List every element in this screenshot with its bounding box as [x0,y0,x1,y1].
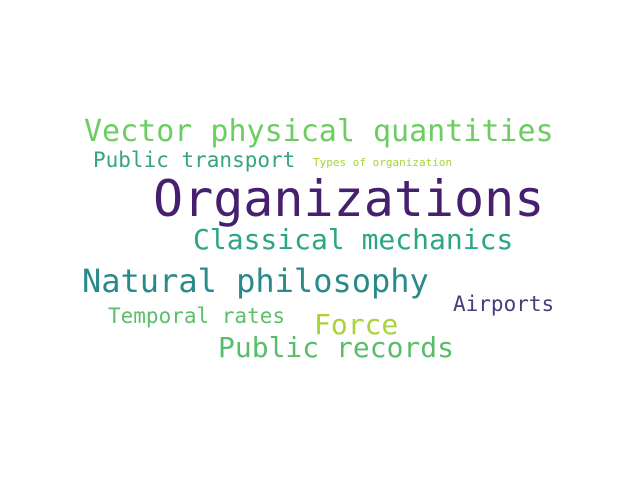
word-vector-physical-quantities: Vector physical quantities [84,114,554,149]
word-organizations: Organizations [153,170,545,228]
word-public-transport: Public transport [93,148,296,172]
word-classical-mechanics: Classical mechanics [193,223,514,256]
word-types-of-organization: Types of organization [313,156,453,169]
word-natural-philosophy: Natural philosophy [82,262,429,300]
word-force: Force [314,308,399,341]
word-public-records: Public records [218,331,455,364]
word-airports: Airports [453,292,555,316]
word-temporal-rates: Temporal rates [108,304,286,328]
